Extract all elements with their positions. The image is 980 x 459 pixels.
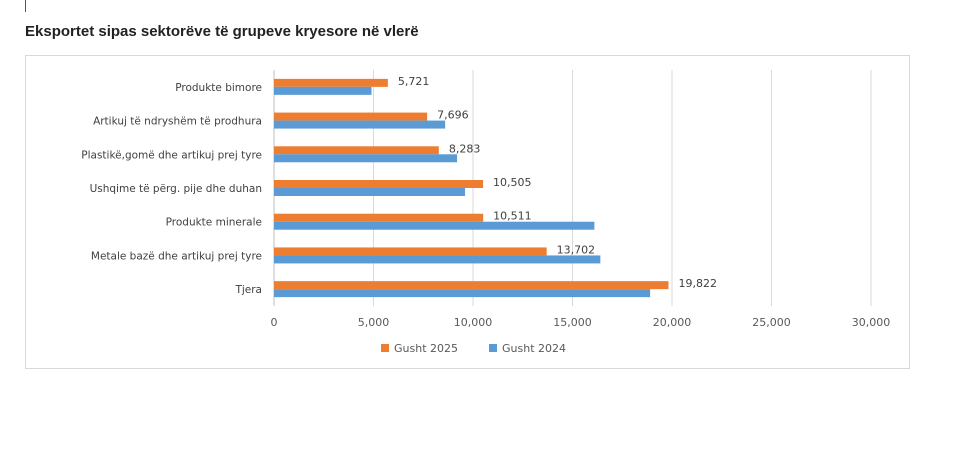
bar-gusht-2025 (274, 112, 428, 121)
legend-swatch-gusht-2024 (489, 344, 497, 352)
data-label: 13,702 (557, 243, 596, 256)
category-label: Tjera (234, 284, 262, 296)
x-tick-label: 0 (271, 316, 278, 329)
data-label: 10,511 (493, 210, 532, 223)
x-tick-label: 5,000 (358, 316, 390, 329)
x-tick-label: 10,000 (454, 316, 493, 329)
bar-gusht-2025 (274, 78, 388, 87)
bar-gusht-2025 (274, 146, 439, 155)
bar-gusht-2024 (274, 255, 601, 264)
category-label: Produkte minerale (166, 217, 262, 229)
category-label: Ushqime të përg. pije dhe duhan (90, 183, 262, 195)
bar-gusht-2024 (274, 188, 466, 196)
legend-swatch-gusht-2025 (381, 344, 389, 352)
bar-gusht-2024 (274, 289, 651, 298)
x-tick-label: 15,000 (553, 316, 592, 329)
text-cursor-mark (25, 0, 26, 12)
bar-gusht-2024 (274, 86, 372, 95)
bar-gusht-2025 (274, 281, 669, 290)
x-tick-label: 25,000 (752, 316, 791, 329)
data-label: 5,721 (398, 75, 430, 88)
bar-gusht-2024 (274, 154, 458, 163)
x-tick-label: 20,000 (653, 316, 692, 329)
data-label: 19,822 (678, 277, 717, 290)
chart-frame: 0 5,000 10,000 15,000 20,000 25,000 30,000 Prod… (25, 55, 910, 369)
data-label: 7,696 (437, 109, 469, 122)
category-label: Artikuj të ndryshëm të prodhura (93, 116, 262, 128)
legend-label-gusht-2025: Gusht 2025 (394, 342, 458, 355)
category-label: Plastikë,gomë dhe artikuj prej tyre (81, 149, 262, 161)
bar-gusht-2024 (274, 221, 595, 230)
bar-chart: 0 5,000 10,000 15,000 20,000 25,000 30,000 Prod… (81, 70, 891, 355)
bar-gusht-2025 (274, 213, 484, 222)
category-label: Produkte bimore (175, 82, 262, 94)
x-tick-label: 30,000 (852, 316, 891, 329)
bar-gusht-2024 (274, 120, 446, 129)
bar-gusht-2025 (274, 247, 547, 256)
legend-label-gusht-2024: Gusht 2024 (502, 342, 566, 355)
data-label: 10,505 (493, 176, 532, 189)
page-title: Eksportet sipas sektorëve të grupeve kry… (25, 23, 419, 40)
bar-gusht-2025 (274, 180, 484, 188)
category-label: Metale bazë dhe artikuj prej tyre (91, 250, 262, 262)
data-label: 8,283 (449, 142, 481, 155)
